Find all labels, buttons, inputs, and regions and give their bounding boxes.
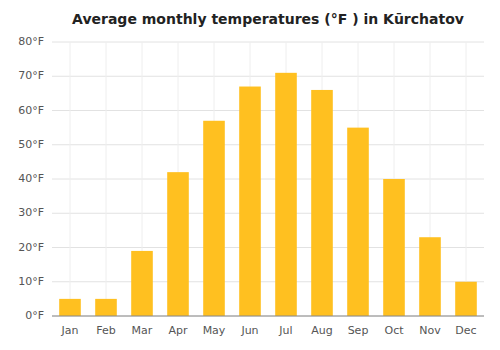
x-tick-label: Nov: [419, 324, 441, 337]
bars: [59, 73, 477, 316]
x-tick-label: Jun: [240, 324, 258, 337]
y-tick-label: 20°F: [18, 241, 44, 254]
chart-container: Average monthly temperatures (°F ) in Kū…: [0, 0, 500, 350]
y-grid-line: [52, 42, 484, 43]
x-grid-line: [70, 42, 71, 316]
x-tick-label: Sep: [348, 324, 369, 337]
y-tick-label: 30°F: [18, 206, 44, 219]
y-grid-line: [52, 316, 484, 317]
x-tick-label: Jul: [278, 324, 292, 337]
y-tick-label: 60°F: [18, 104, 44, 117]
y-tick-label: 10°F: [18, 275, 44, 288]
bar: [347, 128, 369, 316]
y-axis: 0°F 10°F 20°F 30°F 40°F 50°F 60°F 70°F 80°F: [18, 35, 44, 322]
bar: [311, 90, 333, 316]
x-axis: Jan Feb Mar Apr May Jun Jul Aug Sep Oct Nov Dec: [52, 316, 484, 337]
y-tick-label: 80°F: [18, 35, 44, 48]
y-tick-label: 50°F: [18, 138, 44, 151]
y-grid-line: [52, 110, 484, 111]
x-axis-line: [52, 316, 484, 317]
x-tick-label: May: [203, 324, 226, 337]
y-grid-line: [52, 179, 484, 180]
y-grid-line: [52, 76, 484, 77]
y-tick-label: 70°F: [18, 69, 44, 82]
bar: [239, 87, 261, 316]
bar: [275, 73, 297, 316]
x-tick-label: Apr: [168, 324, 188, 337]
grid: [52, 42, 484, 316]
bar: [203, 121, 225, 316]
bar: [95, 299, 117, 316]
x-tick-label: Oct: [384, 324, 404, 337]
bar: [167, 172, 189, 316]
bar: [383, 179, 405, 316]
bar: [419, 237, 441, 316]
x-grid-line: [106, 42, 107, 316]
page: {"chart_data": {"type": "bar", "title": …: [0, 0, 500, 350]
x-grid-line: [466, 42, 467, 316]
bar: [59, 299, 81, 316]
bar: [455, 282, 477, 316]
x-tick-label: Jan: [61, 324, 79, 337]
title: Average monthly temperatures (°F ) in Kū…: [72, 11, 464, 27]
y-grid-line: [52, 213, 484, 214]
x-tick-label: Aug: [311, 324, 332, 337]
y-grid-line: [52, 144, 484, 145]
x-tick-label: Feb: [96, 324, 115, 337]
chart-svg: Average monthly temperatures (°F ) in Kū…: [0, 0, 500, 350]
y-tick-label: 0°F: [25, 309, 44, 322]
bar: [131, 251, 153, 316]
x-tick-label: Mar: [132, 324, 153, 337]
y-tick-label: 40°F: [18, 172, 44, 185]
x-tick-label: Dec: [455, 324, 476, 337]
